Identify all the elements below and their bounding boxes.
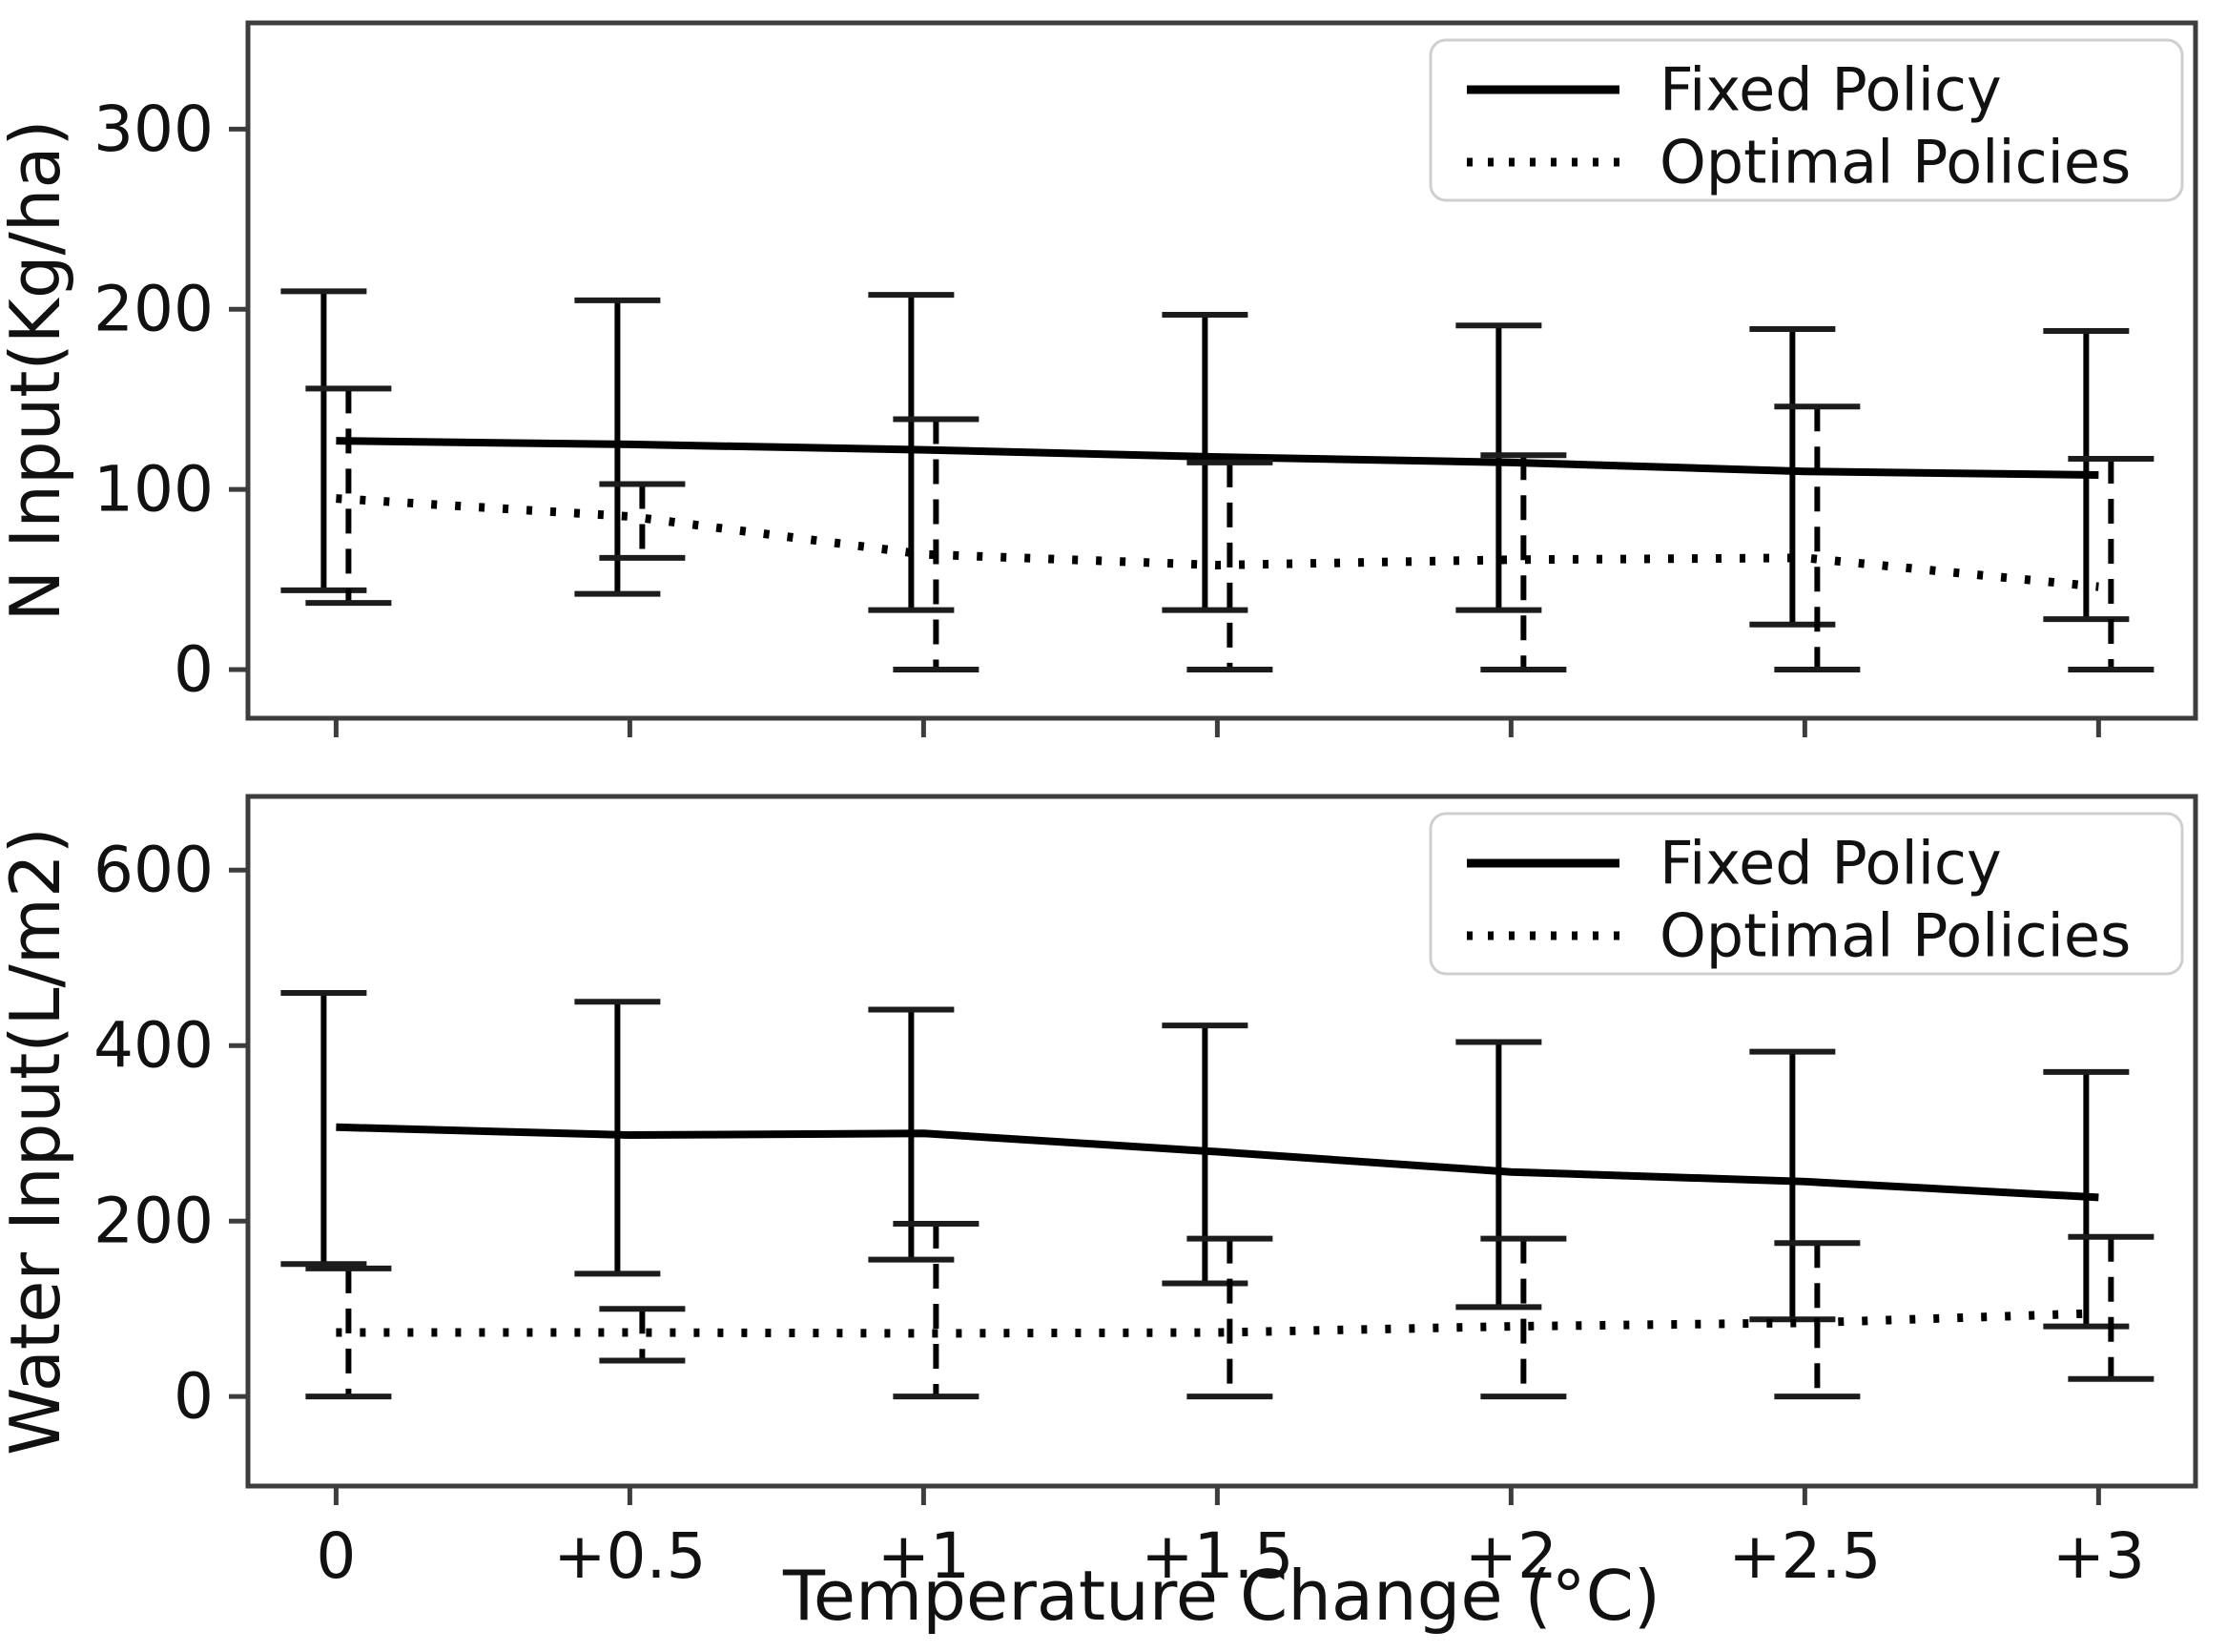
legend-label: Optimal Policies — [1660, 128, 2131, 197]
optimal-policies-line — [336, 494, 2099, 591]
x-tick-label: +1.5 — [1141, 1519, 1293, 1593]
y-tick-label: 0 — [174, 632, 214, 706]
y-tick-label: 400 — [93, 1009, 214, 1083]
fixed-policy-series — [280, 990, 2130, 1330]
plot-border — [245, 794, 2198, 1489]
legend-label: Fixed Policy — [1660, 55, 2002, 125]
x-tick-label: 0 — [316, 1519, 356, 1593]
y-tick-label: 300 — [93, 93, 214, 166]
x-tick-label: +3 — [2052, 1519, 2145, 1593]
y-tick-label: 200 — [93, 1185, 214, 1258]
y-tick-label: 100 — [93, 453, 214, 527]
legend-label: Optimal Policies — [1660, 901, 2131, 971]
x-axis-label: Temperature Change (°C) — [782, 1556, 1660, 1636]
optimal-policies-series — [305, 385, 2155, 673]
x-tick-label: +2.5 — [1728, 1519, 1881, 1593]
x-tick-label: +0.5 — [553, 1519, 706, 1593]
fixed-policy-line — [336, 1123, 2099, 1202]
optimal-policies-line — [336, 1309, 2099, 1338]
fixed-policy-series — [280, 288, 2130, 628]
water-input-plot: 0 200 400 600 0 +0.5 +1 +1.5 +2 +2.5 +3 Water Input… — [0, 794, 2198, 1636]
y-tick-label: 600 — [93, 834, 214, 907]
x-tick-label: +1 — [877, 1519, 970, 1593]
legend-label: Fixed Policy — [1660, 829, 2002, 898]
x-tick-label: +2 — [1465, 1519, 1557, 1593]
optimal-policies-series — [305, 1220, 2155, 1400]
y-tick-label: 200 — [93, 273, 214, 346]
fixed-policy-line — [336, 437, 2099, 480]
y-tick-label: 0 — [174, 1360, 214, 1434]
y-axis-label: N Input(Kg/ha) — [0, 119, 75, 621]
y-axis-label: Water Input(L/m2) — [0, 827, 75, 1456]
plot-border — [245, 20, 2198, 721]
